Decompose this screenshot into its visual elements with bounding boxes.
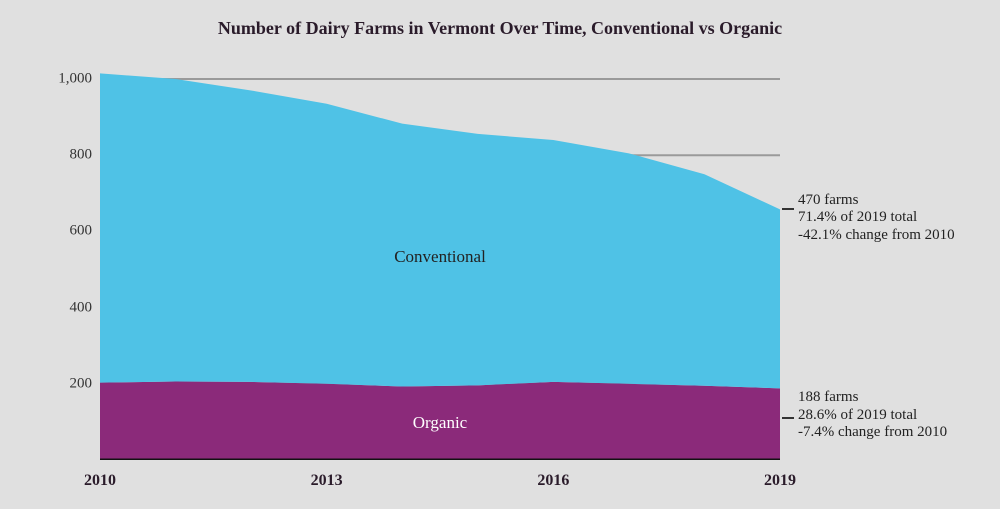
annotation-conventional: 470 farms71.4% of 2019 total-42.1% chang…: [798, 192, 955, 244]
y-tick-label: 400: [70, 299, 93, 316]
annotation-line: -7.4% change from 2010: [798, 424, 947, 441]
x-tick-label: 2013: [311, 472, 343, 490]
annotation-line: 470 farms: [798, 192, 955, 209]
annotation-line: 188 farms: [798, 389, 947, 406]
y-tick-label: 1,000: [58, 71, 92, 88]
annotation-line: -42.1% change from 2010: [798, 227, 955, 244]
x-tick-label: 2016: [537, 472, 569, 490]
y-tick-label: 800: [70, 147, 93, 164]
annotation-organic: 188 farms28.6% of 2019 total-7.4% change…: [798, 389, 947, 441]
series-label-organic: Organic: [413, 413, 467, 433]
area-conventional: [100, 73, 780, 388]
y-tick-label: 200: [70, 375, 93, 392]
x-tick-label: 2010: [84, 472, 116, 490]
annotation-line: 71.4% of 2019 total: [798, 209, 955, 226]
annotation-tick: [782, 208, 794, 210]
series-label-conventional: Conventional: [394, 247, 486, 267]
chart-title: Number of Dairy Farms in Vermont Over Ti…: [0, 18, 1000, 39]
y-tick-label: 600: [70, 223, 93, 240]
dairy-farms-chart: Number of Dairy Farms in Vermont Over Ti…: [0, 0, 1000, 509]
plot-area: Organic Conventional: [100, 60, 780, 460]
x-tick-label: 2019: [764, 472, 796, 490]
annotation-tick: [782, 417, 794, 419]
annotation-line: 28.6% of 2019 total: [798, 407, 947, 424]
